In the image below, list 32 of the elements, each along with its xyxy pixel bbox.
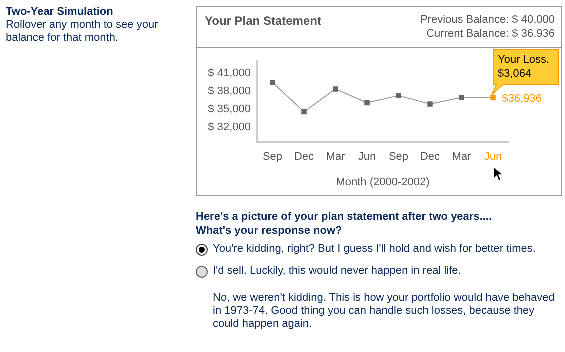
y-tick-label: $ 32,000 [208,122,251,134]
x-tick-label: Sep [388,151,409,164]
point [459,94,464,100]
text: No, we weren't kidding. This is how your portfolio would have behaved in 1973-74. Good thing you can handle such losses, because they could happen again. [213,292,556,331]
x-tick-label: Dec [420,151,441,164]
point [490,95,496,101]
annotation: Your Loss. $3,064 [493,49,559,85]
text: Here's a picture of your plan statement after two years.... What's your response now? [196,210,494,238]
point [270,80,276,86]
y-tick-label: $ 38,000 [208,86,251,98]
y-tick-label: $ 35,000 [208,104,251,116]
text: Previous Balance: $ 40,000 [420,13,555,27]
y-tick-label: $ 41,000 [208,68,251,80]
x-tick-label: Jun [358,151,376,164]
x-tick-label: Dec [294,151,315,164]
x-tick-label: Mar [452,151,472,164]
point [428,102,433,107]
text: You're kidding, right? But I guess I'll hold and wish for better times. [213,243,536,255]
point [364,100,370,106]
point [396,93,402,98]
point [333,86,338,92]
chart-title: Your Plan Statement [205,14,322,28]
x-tick-label: Sep [262,151,283,164]
x-tick-label: Jun [484,151,502,164]
x-tick-label: Mar [326,151,346,164]
text: Rollover any month to see your balance for that month. [6,19,160,45]
text: Current Balance: $ 36,936 [426,27,555,41]
text: I'd sell. Luckily, this would never happen in real life. [213,265,462,277]
point [302,109,307,115]
text: Two-Year Simulation [6,6,114,19]
x-axis-title: Month (2000-2002) [336,176,430,188]
data-label: $36,936 [502,93,542,106]
